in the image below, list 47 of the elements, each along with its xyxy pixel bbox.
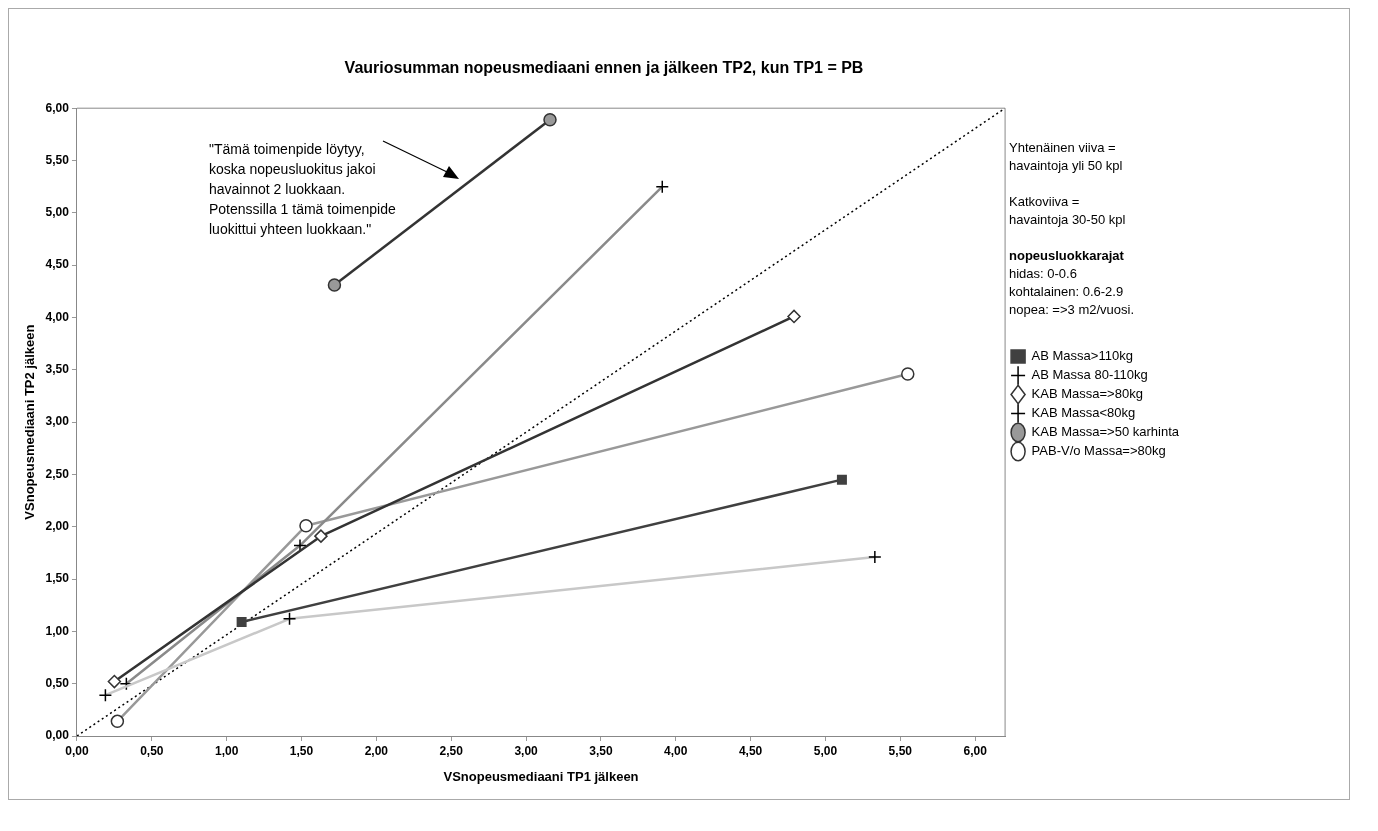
- text: nopeusluokkarajat: [1009, 247, 1125, 265]
- x-tick-label: 5,50: [888, 743, 913, 758]
- point: [327, 278, 342, 292]
- point: [543, 112, 557, 127]
- x-tick-label: 5,00: [813, 743, 838, 758]
- legend-label: KAB Massa=>50 karhinta: [1031, 424, 1180, 440]
- x-tick-label: 1,50: [289, 743, 314, 758]
- x-tick-label: 2,50: [439, 743, 464, 758]
- y-tick-label: 4,00: [45, 309, 70, 324]
- y-tick-label: 2,50: [45, 466, 70, 481]
- x-tick-label: 0,00: [65, 743, 89, 758]
- y-tick-label: 1,00: [45, 623, 70, 638]
- x-axis-title: VSnopeusmediaani TP1 jälkeen: [443, 768, 639, 784]
- legend-label: AB Massa 80-110kg: [1031, 367, 1148, 383]
- x-tick-label: 0,50: [140, 743, 164, 758]
- y-axis-title: VSnopeusmediaani TP2 jälkeen: [22, 324, 38, 520]
- y-tick-label: 4,50: [45, 257, 70, 272]
- legend-label: KAB Massa=>80kg: [1031, 386, 1143, 402]
- y-tick-label: 5,50: [45, 152, 70, 167]
- y-tick-label: 6,00: [45, 100, 70, 115]
- y-tick-label: 3,50: [45, 362, 70, 377]
- x-tick-label: 3,00: [514, 743, 539, 758]
- x-tick-label: 4,00: [664, 743, 688, 758]
- text: Katkoviiva = havaintoja 30-50 kpl: [1009, 193, 1127, 229]
- x-tick-label: 4,50: [738, 743, 763, 758]
- text: Yhtenäinen viiva = havaintoja yli 50 kpl: [1009, 139, 1124, 175]
- y-tick-label: 0,00: [45, 728, 70, 743]
- y-tick-label: 2,00: [45, 519, 70, 534]
- y-tick-label: 1,50: [45, 571, 70, 586]
- y-tick-label: 5,00: [45, 205, 70, 220]
- y-tick-label: 3,00: [45, 414, 70, 429]
- point: [836, 474, 847, 485]
- point: [107, 674, 122, 689]
- x-tick-label: 3,50: [589, 743, 613, 758]
- point: [787, 309, 801, 324]
- annotation: "Tämä toimenpide löytyy, koska nopeusluokitus jakoi havainnot 2 luokkaan. Potenssilla 1 tämä toimenpide luokittui yhteen luokkaan.": [209, 140, 396, 239]
- legend-label: PAB-V/o Massa=>80kg: [1031, 443, 1166, 459]
- x-tick-label: 2,00: [364, 743, 389, 758]
- y-tick-label: 0,50: [45, 676, 70, 690]
- chart-title: Vauriosumman nopeusmediaani ennen ja jälkeen TP2, kun TP1 = PB: [344, 59, 864, 77]
- x-tick-label: 1,00: [214, 743, 239, 758]
- x-tick-label: 6,00: [963, 743, 988, 758]
- point: [314, 529, 328, 543]
- legend-label: KAB Massa<80kg: [1031, 405, 1136, 421]
- legend-label: AB Massa>110kg: [1031, 348, 1133, 364]
- text: hidas: 0-0.6 kohtalainen: 0.6-2.9 nopea: =>3 m2/vuosi.: [1009, 265, 1135, 319]
- point: [236, 616, 247, 627]
